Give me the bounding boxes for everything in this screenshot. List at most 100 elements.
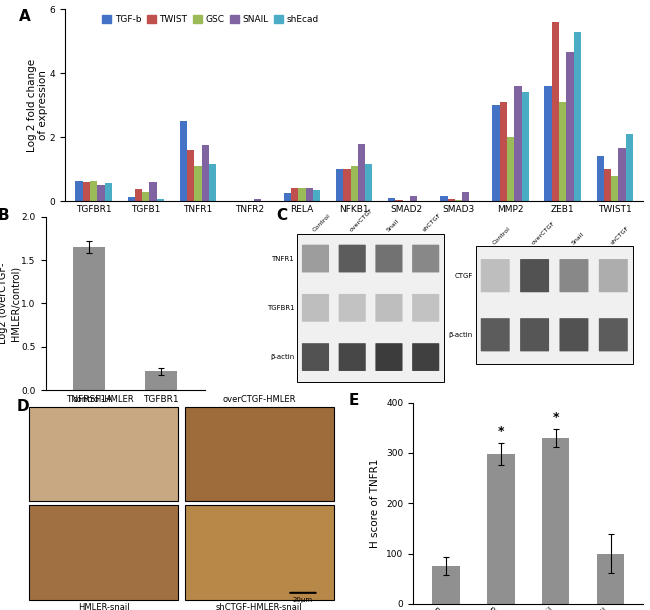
FancyBboxPatch shape — [412, 245, 439, 273]
FancyBboxPatch shape — [560, 318, 588, 351]
Text: overCTGF-HMLER: overCTGF-HMLER — [223, 395, 296, 404]
Bar — [619, 148, 626, 201]
Text: A: A — [19, 9, 31, 24]
Bar — [395, 199, 403, 201]
Bar — [492, 105, 500, 201]
Text: HMLER-snail: HMLER-snail — [78, 603, 129, 610]
Bar — [448, 199, 455, 201]
Bar — [521, 92, 529, 201]
Bar — [298, 188, 306, 201]
Text: β-actin: β-actin — [448, 332, 473, 338]
Bar — [410, 196, 417, 201]
Bar — [388, 198, 395, 201]
Bar — [559, 102, 566, 201]
Text: E: E — [348, 393, 359, 407]
Bar — [90, 181, 97, 201]
Bar — [476, 246, 633, 364]
FancyBboxPatch shape — [520, 259, 549, 292]
Bar — [254, 199, 261, 201]
FancyBboxPatch shape — [302, 343, 329, 371]
FancyBboxPatch shape — [302, 294, 329, 321]
Bar — [566, 52, 574, 201]
Bar — [98, 185, 105, 201]
Text: TGFBR1: TGFBR1 — [266, 305, 294, 311]
Y-axis label: Log 2 fold change
of expression: Log 2 fold change of expression — [27, 59, 48, 152]
Text: Snail: Snail — [385, 219, 400, 233]
Bar — [336, 169, 343, 201]
Bar — [145, 371, 177, 390]
Y-axis label: Log2 (overCTGF-
HMLER/control): Log2 (overCTGF- HMLER/control) — [0, 263, 20, 344]
Bar — [343, 169, 350, 201]
Bar — [105, 183, 112, 201]
Bar — [542, 438, 569, 604]
Text: 20μm: 20μm — [293, 597, 313, 603]
Bar — [358, 143, 365, 201]
Bar — [574, 32, 581, 201]
Bar — [29, 505, 179, 600]
FancyBboxPatch shape — [412, 294, 439, 321]
Text: control-HMLER: control-HMLER — [73, 395, 135, 404]
Bar — [185, 505, 334, 600]
Bar — [297, 234, 444, 382]
Text: shCTGF-HMLER-snail: shCTGF-HMLER-snail — [216, 603, 303, 610]
Bar — [73, 247, 105, 390]
Bar — [209, 165, 216, 201]
Bar — [552, 22, 559, 201]
Bar — [29, 407, 179, 501]
Bar — [306, 188, 313, 201]
Bar — [202, 145, 209, 201]
Bar — [284, 193, 291, 201]
Bar — [150, 182, 157, 201]
Text: Snail: Snail — [571, 231, 585, 245]
FancyBboxPatch shape — [520, 318, 549, 351]
Text: β-actin: β-actin — [270, 354, 294, 360]
Bar — [626, 134, 633, 201]
Bar — [157, 199, 164, 201]
Text: Control: Control — [491, 226, 512, 245]
Bar — [462, 192, 469, 201]
FancyBboxPatch shape — [481, 259, 510, 292]
Bar — [611, 176, 619, 201]
Bar — [604, 169, 611, 201]
Text: C: C — [276, 208, 287, 223]
Bar — [185, 407, 334, 501]
Bar — [135, 189, 142, 201]
Text: shCTGF: shCTGF — [422, 212, 443, 233]
Bar — [142, 192, 150, 201]
Legend: TGF-b, TWIST, GSC, SNAIL, shEcad: TGF-b, TWIST, GSC, SNAIL, shEcad — [98, 12, 322, 28]
Text: *: * — [497, 425, 504, 438]
Bar — [313, 190, 320, 201]
Bar — [440, 196, 448, 201]
Bar — [487, 454, 515, 604]
Bar — [365, 165, 372, 201]
Bar — [455, 200, 462, 201]
Bar — [187, 150, 194, 201]
Bar — [179, 121, 187, 201]
FancyBboxPatch shape — [599, 259, 628, 292]
Text: *: * — [552, 411, 559, 424]
Bar — [291, 188, 298, 201]
Text: B: B — [0, 208, 9, 223]
Text: CTGF: CTGF — [454, 273, 473, 279]
Bar — [597, 554, 624, 604]
FancyBboxPatch shape — [599, 318, 628, 351]
Bar — [127, 198, 135, 201]
FancyBboxPatch shape — [339, 245, 366, 273]
FancyBboxPatch shape — [376, 245, 402, 273]
Bar — [597, 156, 604, 201]
FancyBboxPatch shape — [560, 259, 588, 292]
Text: TNFR1: TNFR1 — [272, 256, 294, 262]
Bar — [194, 166, 202, 201]
Bar — [500, 102, 507, 201]
FancyBboxPatch shape — [412, 343, 439, 371]
Text: overCTGF: overCTGF — [531, 220, 556, 245]
FancyBboxPatch shape — [376, 294, 402, 321]
FancyBboxPatch shape — [481, 318, 510, 351]
Y-axis label: H score of TNFR1: H score of TNFR1 — [370, 459, 380, 548]
Text: shCTGF: shCTGF — [610, 224, 630, 245]
FancyBboxPatch shape — [339, 294, 366, 321]
FancyBboxPatch shape — [376, 343, 402, 371]
Bar — [75, 181, 83, 201]
Bar — [432, 566, 460, 604]
Bar — [545, 86, 552, 201]
